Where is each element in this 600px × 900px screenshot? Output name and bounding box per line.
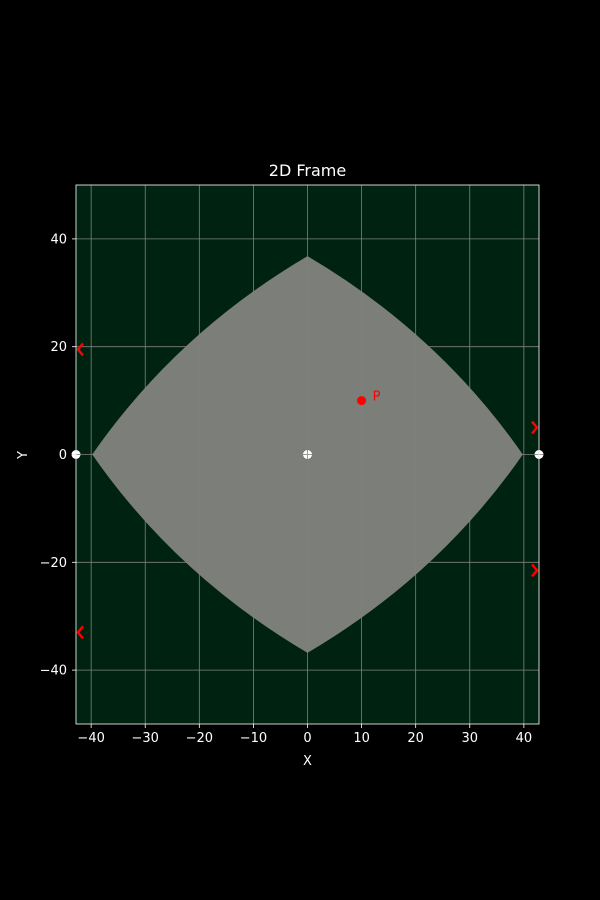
point-p-marker [357, 396, 367, 406]
x-axis-label: X [303, 754, 312, 769]
edge-marker-chevron [531, 420, 539, 435]
y-tick-label: −40 [40, 664, 67, 679]
y-axis-label: Y [16, 451, 31, 460]
edge-marker-chevron [531, 563, 539, 578]
x-tick-label: −10 [240, 731, 267, 746]
x-tick-label: −40 [77, 731, 104, 746]
x-tick-label: −20 [186, 731, 213, 746]
x-tick-label: 10 [353, 731, 370, 746]
x-tick-label: 30 [461, 731, 478, 746]
x-tick-label: −30 [132, 731, 159, 746]
x-tick-label: 40 [516, 731, 533, 746]
y-tick-label: −20 [40, 556, 67, 571]
edge-marker-chevron [76, 342, 84, 357]
edge-marker-chevron [76, 625, 84, 640]
y-tick-label: 40 [50, 232, 67, 247]
grid [76, 185, 539, 724]
x-tick-label: 0 [303, 731, 311, 746]
point-p-label: P [373, 390, 381, 405]
x-tick-label: 20 [407, 731, 424, 746]
chart-title: 2D Frame [269, 161, 346, 180]
y-tick-label: 0 [59, 448, 67, 463]
y-tick-label: 20 [50, 340, 67, 355]
